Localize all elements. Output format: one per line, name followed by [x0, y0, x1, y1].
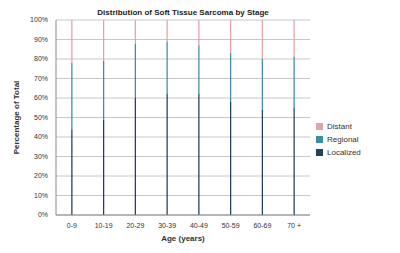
svg-text:80%: 80%	[34, 55, 48, 62]
svg-text:90%: 90%	[34, 36, 48, 43]
svg-text:30%: 30%	[34, 153, 48, 160]
svg-text:60-69: 60-69	[253, 222, 271, 229]
html-text:Distant: Distant	[327, 122, 352, 131]
svg-text:70%: 70%	[34, 75, 48, 82]
html-text:Localized: Localized	[327, 148, 361, 157]
svg-text:0-9: 0-9	[67, 222, 77, 229]
svg-text:0%: 0%	[38, 211, 48, 218]
svg-text:50-59: 50-59	[222, 222, 240, 229]
svg-text:50%: 50%	[34, 114, 48, 121]
svg-text:40-49: 40-49	[190, 222, 208, 229]
svg-text:70 +: 70 +	[287, 222, 301, 229]
html-text:Regional: Regional	[327, 135, 359, 144]
svg-text:Percentage of Total: Percentage of Total	[12, 81, 21, 155]
svg-text:Age (years): Age (years)	[161, 234, 205, 243]
svg-text:60%: 60%	[34, 94, 48, 101]
svg-text:30-39: 30-39	[158, 222, 176, 229]
svg-text:40%: 40%	[34, 133, 48, 140]
svg-text:10%: 10%	[34, 192, 48, 199]
svg-text:20-29: 20-29	[126, 222, 144, 229]
svg-text:10-19: 10-19	[95, 222, 113, 229]
svg-text:100%: 100%	[30, 16, 48, 23]
svg-text:20%: 20%	[34, 172, 48, 179]
html-text:Distribution of Soft Tissue Sa: Distribution of Soft Tissue Sarcoma by S…	[97, 8, 269, 17]
